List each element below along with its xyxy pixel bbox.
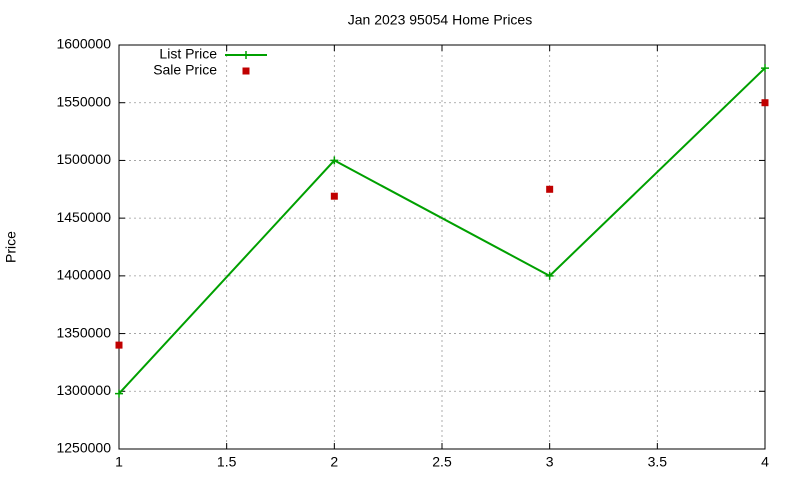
x-tick-label: 1.5 xyxy=(217,454,237,470)
legend-label: Sale Price xyxy=(153,62,217,78)
x-tick-label: 4 xyxy=(761,454,769,470)
marker xyxy=(546,185,554,193)
x-tick-label: 2.5 xyxy=(432,454,452,470)
x-tick-label: 2 xyxy=(330,454,338,470)
legend-label: List Price xyxy=(159,46,217,62)
y-tick-label: 1300000 xyxy=(56,382,111,398)
y-tick-label: 1400000 xyxy=(56,267,111,283)
marker xyxy=(330,192,338,200)
plot-frame xyxy=(118,44,766,450)
y-tick-label: 1550000 xyxy=(56,93,111,109)
y-tick-label: 1350000 xyxy=(56,324,111,340)
marker xyxy=(115,341,123,349)
line xyxy=(118,67,766,395)
y-tick-label: 1450000 xyxy=(56,209,111,225)
marker xyxy=(761,64,769,73)
legend-marker xyxy=(242,51,250,59)
marker xyxy=(545,271,554,280)
chart-title: Jan 2023 95054 Home Prices xyxy=(348,12,532,28)
y-tick-label: 1250000 xyxy=(56,440,111,456)
y-tick-label: 1500000 xyxy=(56,151,111,167)
x-tick-label: 1 xyxy=(115,454,123,470)
y-tick-label: 1600000 xyxy=(56,36,111,52)
marker xyxy=(330,156,339,165)
y-axis-label: Price xyxy=(3,231,19,263)
legend-marker xyxy=(242,67,250,75)
x-tick-label: 3 xyxy=(546,454,554,470)
x-tick-label: 3.5 xyxy=(648,454,668,470)
marker xyxy=(761,99,769,107)
marker xyxy=(115,389,123,398)
